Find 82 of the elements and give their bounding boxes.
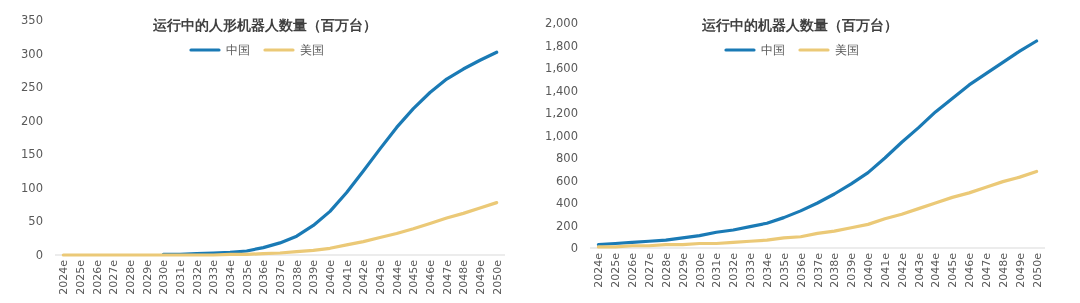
- x-tick-label: 2030e: [157, 259, 171, 295]
- x-tick-label: 2034e: [760, 252, 774, 288]
- y-tick-label: 1,200: [545, 106, 578, 120]
- y-tick-label: 350: [21, 13, 43, 27]
- x-tick-label: 2040e: [862, 252, 876, 288]
- y-tick-label: 50: [28, 214, 43, 229]
- x-tick-label: 2043e: [912, 252, 926, 288]
- x-tick-label: 2036e: [794, 252, 808, 288]
- x-tick-label: 2044e: [929, 252, 943, 288]
- y-tick-label: 800: [556, 151, 578, 165]
- legend-label: 中国: [226, 43, 250, 57]
- y-tick-label: 150: [21, 147, 43, 162]
- y-tick-label: 400: [556, 196, 578, 210]
- x-tick-label: 2035e: [777, 252, 791, 288]
- x-tick-label: 2032e: [190, 259, 204, 295]
- x-tick-label: 2032e: [727, 252, 741, 288]
- x-tick-label: 2048e: [996, 252, 1010, 288]
- x-tick-label: 2049e: [474, 259, 487, 295]
- x-tick-label: 2045e: [946, 252, 960, 288]
- legend-label: 中国: [761, 43, 785, 57]
- x-tick-label: 2045e: [407, 259, 421, 295]
- x-tick-label: 2028e: [659, 252, 673, 288]
- x-tick-label: 2044e: [390, 259, 404, 295]
- x-tick-label: 2034e: [224, 259, 237, 295]
- y-tick-label: 200: [556, 218, 578, 233]
- x-tick-label: 2033e: [207, 259, 221, 295]
- x-tick-label: 2024e: [57, 259, 71, 295]
- x-tick-label: 2046e: [963, 252, 977, 288]
- x-tick-label: 2039e: [845, 252, 859, 288]
- y-tick-label: 300: [21, 46, 43, 61]
- x-tick-label: 2041e: [878, 252, 892, 288]
- y-tick-label: 0: [570, 241, 578, 255]
- x-tick-label: 2042e: [357, 259, 371, 295]
- line-series: [596, 169, 1039, 249]
- x-tick-label: 2024e: [592, 252, 606, 288]
- x-tick-label: 2025e: [609, 252, 623, 288]
- x-tick-label: 2042e: [895, 252, 909, 288]
- x-tick-label: 2046e: [424, 259, 437, 295]
- x-tick-label: 2028e: [124, 259, 137, 295]
- x-tick-label: 2027e: [107, 259, 121, 295]
- x-tick-label: 2036e: [257, 259, 271, 295]
- line-series: [61, 201, 499, 257]
- x-tick-label: 2031e: [710, 252, 724, 288]
- x-tick-label: 2043e: [374, 259, 387, 295]
- x-tick-label: 2050e: [1030, 252, 1044, 288]
- y-tick-label: 1,800: [545, 38, 578, 53]
- x-tick-label: 2029e: [140, 259, 154, 295]
- x-tick-label: 2040e: [324, 259, 337, 295]
- y-tick-label: 2,000: [545, 16, 578, 30]
- y-tick-label: 600: [556, 173, 578, 188]
- x-tick-label: 2048e: [457, 259, 471, 295]
- y-tick-label: 0: [35, 248, 43, 262]
- x-tick-label: 2050e: [490, 259, 504, 295]
- x-tick-label: 2047e: [440, 259, 454, 295]
- y-tick-label: 250: [21, 80, 43, 95]
- x-tick-label: 2026e: [626, 252, 640, 288]
- chart-title: 运行中的机器人数量（百万台）: [701, 17, 898, 33]
- x-tick-label: 2041e: [340, 259, 354, 295]
- x-tick-label: 2047e: [980, 252, 994, 288]
- y-tick-label: 100: [21, 180, 43, 195]
- x-tick-label: 2033e: [744, 252, 758, 288]
- x-tick-label: 2037e: [811, 252, 825, 288]
- x-tick-label: 2031e: [174, 259, 187, 295]
- x-tick-label: 2035e: [240, 259, 254, 295]
- y-tick-label: 1,000: [545, 128, 578, 143]
- x-tick-label: 2049e: [1013, 252, 1027, 288]
- x-tick-label: 2030e: [693, 252, 707, 288]
- x-tick-label: 2039e: [307, 259, 321, 295]
- legend-label: 美国: [300, 43, 324, 57]
- x-tick-label: 2029e: [676, 252, 690, 288]
- x-tick-label: 2037e: [274, 259, 287, 295]
- line-series: [596, 39, 1039, 247]
- x-tick-label: 2038e: [828, 252, 842, 288]
- y-tick-label: 200: [21, 113, 43, 128]
- y-tick-label: 1,600: [545, 61, 578, 75]
- x-tick-label: 2038e: [290, 259, 304, 295]
- legend-label: 美国: [835, 43, 859, 57]
- y-tick-label: 1,400: [545, 83, 578, 98]
- chart-title: 运行中的人形机器人数量（百万台）: [152, 17, 377, 33]
- x-tick-label: 2026e: [90, 259, 104, 295]
- x-tick-label: 2027e: [642, 252, 656, 288]
- x-tick-label: 2025e: [74, 259, 87, 295]
